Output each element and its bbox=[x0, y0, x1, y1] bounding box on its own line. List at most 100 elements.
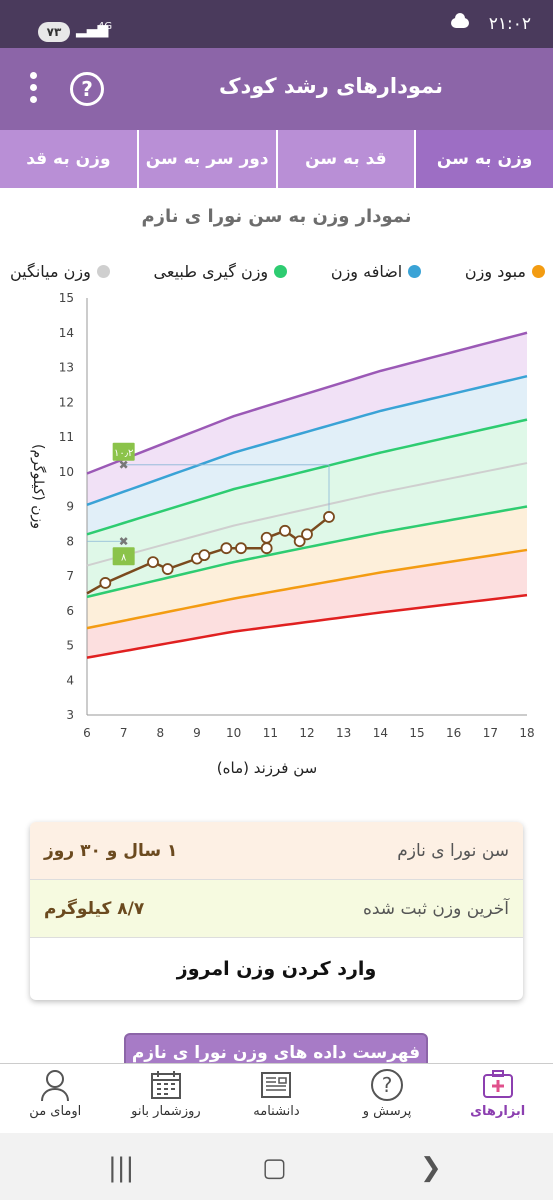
network-type: 4G bbox=[98, 21, 113, 32]
page-title: نمودارهای رشد کودک bbox=[218, 74, 443, 98]
help-button[interactable]: ? bbox=[70, 72, 104, 106]
back-icon[interactable]: ❯ bbox=[420, 1153, 442, 1183]
medical-kit-icon bbox=[481, 1068, 515, 1102]
reference-curve-under bbox=[86, 548, 528, 630]
marker-label: ۸ bbox=[121, 552, 127, 563]
nav-item-tools[interactable]: ابزارهای bbox=[453, 1064, 543, 1133]
chart-band-0 bbox=[87, 332, 527, 505]
child-weight-point bbox=[293, 535, 306, 548]
age-label: سن نورا ی نازم bbox=[397, 840, 509, 861]
overflow-menu-icon[interactable] bbox=[30, 72, 38, 108]
child-weight-point bbox=[235, 542, 247, 555]
info-card: ۱ سال و ۳۰ روز سن نورا ی نازم ۸/۷ کیلوگر… bbox=[30, 822, 523, 1000]
legend-dot bbox=[408, 265, 422, 278]
x-tick-label: 18 bbox=[519, 726, 534, 740]
reference-curve-upper bbox=[86, 374, 528, 506]
x-tick-label: 6 bbox=[83, 726, 91, 740]
nav-item-questions[interactable]: ? پرسش و bbox=[342, 1064, 432, 1133]
legend-item-normal: وزن گیری طبیعی bbox=[154, 262, 288, 281]
cloud-icon bbox=[451, 13, 469, 28]
legend-label: وزن میانگین bbox=[10, 262, 91, 281]
x-tick-label: 7 bbox=[120, 726, 128, 740]
y-tick-label: 15 bbox=[59, 291, 74, 305]
x-tick-label: 12 bbox=[299, 726, 314, 740]
x-tick-label: 10 bbox=[226, 726, 241, 740]
tab-head-age[interactable]: دور سر به سن bbox=[136, 130, 276, 188]
tab-weight-height[interactable]: وزن به قد bbox=[26, 149, 111, 169]
child-weight-point bbox=[260, 531, 273, 544]
system-nav-bar: ||| ▢ ❯ bbox=[0, 1133, 553, 1200]
legend-label: وزن گیری طبیعی bbox=[153, 262, 269, 281]
child-weight-point bbox=[161, 563, 174, 575]
marker-badge bbox=[112, 547, 135, 566]
nav-label: روزشمار بانو bbox=[131, 1104, 201, 1119]
weight-list-tab[interactable]: فهرست داده های وزن نورا ی نازم bbox=[124, 1033, 428, 1067]
legend-item-median: وزن میانگین bbox=[10, 262, 110, 281]
y-tick-label: 9 bbox=[66, 500, 74, 514]
nav-item-encyclopedia[interactable]: دانشنامه bbox=[231, 1064, 321, 1133]
home-icon[interactable]: ▢ bbox=[262, 1153, 287, 1183]
marker-label: ۱۰٫۲ bbox=[114, 448, 133, 459]
y-tick-label: 7 bbox=[66, 569, 74, 583]
x-tick-label: 15 bbox=[409, 726, 424, 740]
nav-label: دانشنامه bbox=[253, 1104, 300, 1119]
tab-weight-age[interactable]: وزن به سن bbox=[414, 130, 553, 188]
marker-x: ✖ bbox=[119, 534, 129, 548]
tab-height-age[interactable]: قد به سن bbox=[275, 130, 415, 188]
profile-icon bbox=[38, 1068, 72, 1102]
reference-curve-bottom bbox=[86, 593, 528, 659]
y-tick-label: 6 bbox=[66, 604, 74, 618]
newspaper-icon bbox=[259, 1068, 293, 1102]
age-row: ۱ سال و ۳۰ روز سن نورا ی نازم bbox=[30, 822, 523, 880]
nav-label: اومای من bbox=[29, 1104, 82, 1119]
child-weight-point bbox=[301, 528, 313, 541]
y-tick-label: 10 bbox=[59, 465, 74, 479]
x-tick-label: 17 bbox=[483, 726, 498, 740]
nav-item-calendar[interactable]: روزشمار بانو bbox=[121, 1064, 211, 1133]
marker-badge bbox=[112, 442, 135, 461]
child-weight-point bbox=[323, 511, 335, 523]
reference-curve-top bbox=[86, 331, 528, 475]
age-value: ۱ سال و ۳۰ روز bbox=[44, 840, 178, 861]
child-weight-point bbox=[99, 577, 112, 589]
child-weight-point bbox=[198, 549, 211, 562]
bottom-nav: ابزارهای ? پرسش و دانشنامه روزشمار بانو … bbox=[0, 1063, 553, 1133]
x-tick-label: 14 bbox=[373, 726, 388, 740]
chart-band-1 bbox=[87, 376, 527, 535]
legend-label: مبود وزن bbox=[464, 262, 526, 281]
y-tick-label: 5 bbox=[66, 639, 74, 653]
legend-dot bbox=[96, 265, 110, 278]
chart-title: نمودار وزن به سن نورا ی نازم bbox=[141, 206, 412, 227]
marker-x: ✖ bbox=[119, 458, 129, 472]
x-tick-label: 9 bbox=[193, 726, 201, 740]
child-weight-point bbox=[260, 542, 273, 555]
status-time: ۲۱:۰۲ bbox=[488, 14, 531, 34]
legend-item-underweight: مبود وزن bbox=[465, 262, 545, 281]
recent-apps-icon[interactable]: ||| bbox=[108, 1153, 135, 1183]
child-weight-point bbox=[220, 542, 233, 555]
tab-bar: وزن به سن قد به سن دور سر به سن وزن به ق… bbox=[0, 130, 553, 188]
weight-value: ۸/۷ کیلوگرم bbox=[44, 898, 145, 919]
calendar-icon bbox=[149, 1068, 183, 1102]
nav-label: پرسش و bbox=[362, 1104, 412, 1119]
question-icon: ? bbox=[370, 1068, 404, 1102]
enter-weight-button[interactable]: وارد کردن وزن امروز bbox=[176, 958, 377, 980]
legend-item-overweight: اضافه وزن bbox=[330, 262, 422, 281]
status-bar: ۲۱:۰۲ ۷۳ ▂▄▆ 4G bbox=[0, 0, 553, 48]
svg-text:?: ? bbox=[382, 1073, 393, 1097]
app-bar: نمودارهای رشد کودک ? bbox=[0, 48, 553, 130]
nav-item-profile[interactable]: اومای من bbox=[10, 1064, 100, 1133]
reference-curve-median bbox=[86, 462, 528, 567]
x-tick-label: 11 bbox=[263, 726, 278, 740]
chart-band-4 bbox=[87, 506, 527, 629]
legend-label: اضافه وزن bbox=[330, 262, 403, 281]
y-tick-label: 8 bbox=[66, 534, 74, 548]
child-weight-point bbox=[147, 556, 159, 569]
growth-chart: 3 4 5 6 7 8 9 10 11 12 13 14 15 6 7 8 9 10 11 12 13 14 15 16 17 1… bbox=[30, 291, 535, 777]
x-tick-label: 8 bbox=[157, 726, 165, 740]
signal-icon: ▂▄▆ bbox=[76, 22, 109, 38]
chart-band-2 bbox=[87, 419, 527, 566]
reference-curve-normal-lower bbox=[86, 505, 528, 599]
chart-band-5 bbox=[87, 549, 527, 658]
nav-label: ابزارهای bbox=[470, 1104, 526, 1119]
